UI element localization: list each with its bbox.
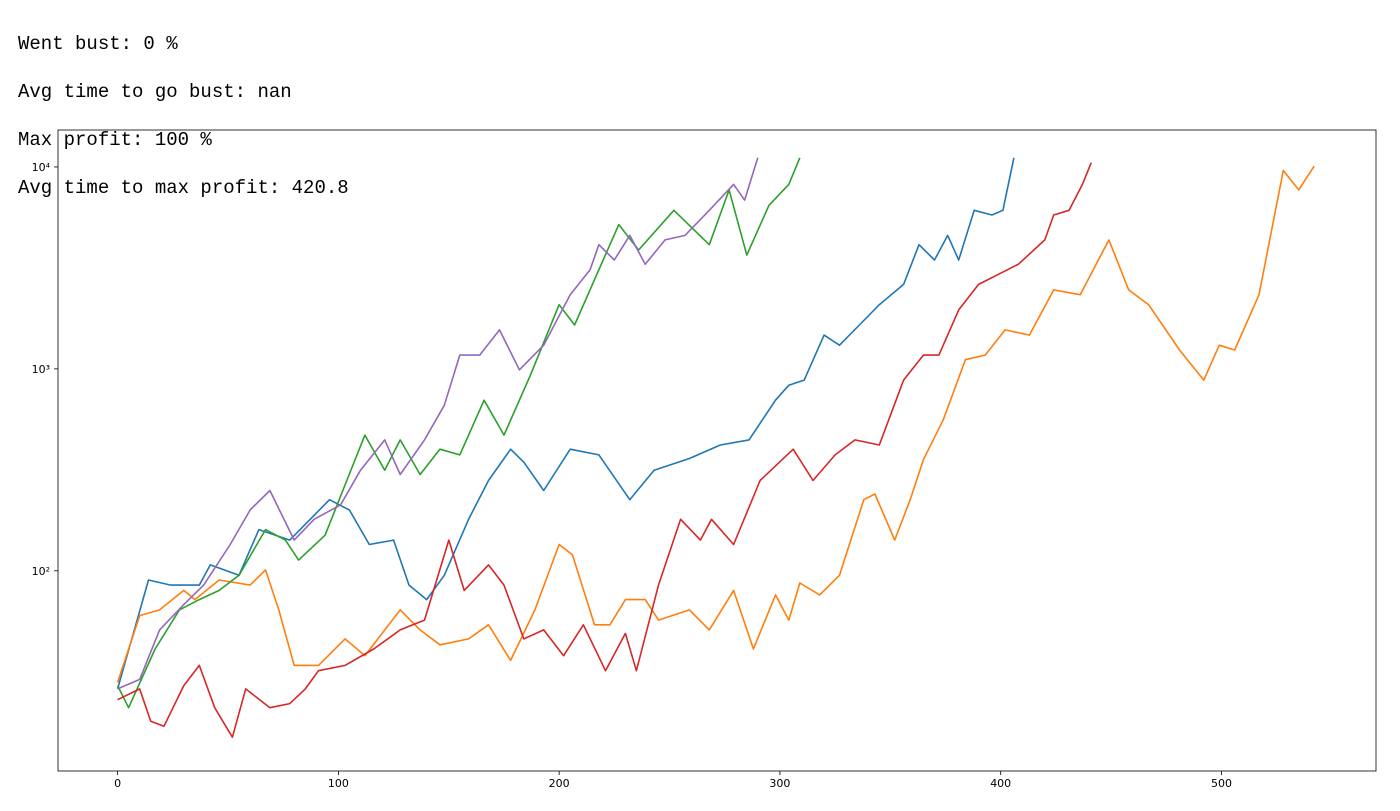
y-tick-label: 10³ [32,363,50,376]
plot-frame [57,129,1377,772]
x-tick-label: 300 [769,777,790,790]
output-line: Avg time to go bust: nan [18,81,292,103]
x-tick-label: 400 [990,777,1011,790]
series-line [117,162,1092,738]
output-text: Went bust: 0 % Avg time to go bust: nan … [18,8,349,224]
output-line: Avg time to max profit: 420.8 [18,177,349,199]
series-line [116,157,801,709]
x-tick-label: 100 [328,777,349,790]
x-tick-label: 500 [1211,777,1232,790]
series-line [116,165,1315,683]
x-tick-label: 200 [549,777,570,790]
y-tick-label: 10⁴ [32,161,51,174]
x-tick-label: 0 [114,777,121,790]
series-line [116,157,1015,690]
y-tick-label: 10² [32,565,50,578]
output-line: Max profit: 100 % [18,129,212,151]
series-line [117,157,759,690]
output-line: Went bust: 0 % [18,33,178,55]
